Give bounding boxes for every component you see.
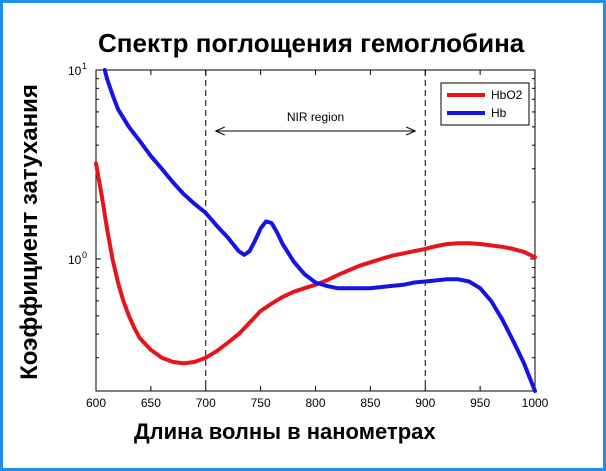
x-tick-label: 750 [251, 396, 271, 410]
x-tick-label: 850 [360, 396, 380, 410]
chart-title: Спектр поглощения гемоглобина [98, 28, 525, 58]
x-tick-label: 700 [196, 396, 216, 410]
x-tick-label: 600 [86, 396, 106, 410]
x-tick-label: 650 [141, 396, 161, 410]
nir-region-label: NIR region [287, 110, 344, 124]
legend-label: Hb [491, 106, 507, 120]
series-line-hbo2 [94, 161, 537, 366]
y-tick-exponent: 1 [82, 61, 87, 71]
y-tick-label: 10 [68, 64, 82, 78]
y-tick-exponent: 0 [82, 250, 87, 260]
x-tick-label: 950 [470, 396, 490, 410]
x-tick-label: 900 [415, 396, 435, 410]
series-line-hb [102, 68, 537, 393]
legend-box [440, 82, 530, 126]
x-tick-label: 800 [305, 396, 325, 410]
nir-arrow-head-left [214, 126, 225, 136]
legend-label: HbO2 [491, 88, 523, 102]
y-tick-label: 10 [68, 253, 82, 267]
nir-arrow-head-right [406, 126, 417, 136]
x-tick-label: 1000 [522, 396, 549, 410]
x-axis-label: Длина волны в нанометрах [134, 419, 436, 444]
